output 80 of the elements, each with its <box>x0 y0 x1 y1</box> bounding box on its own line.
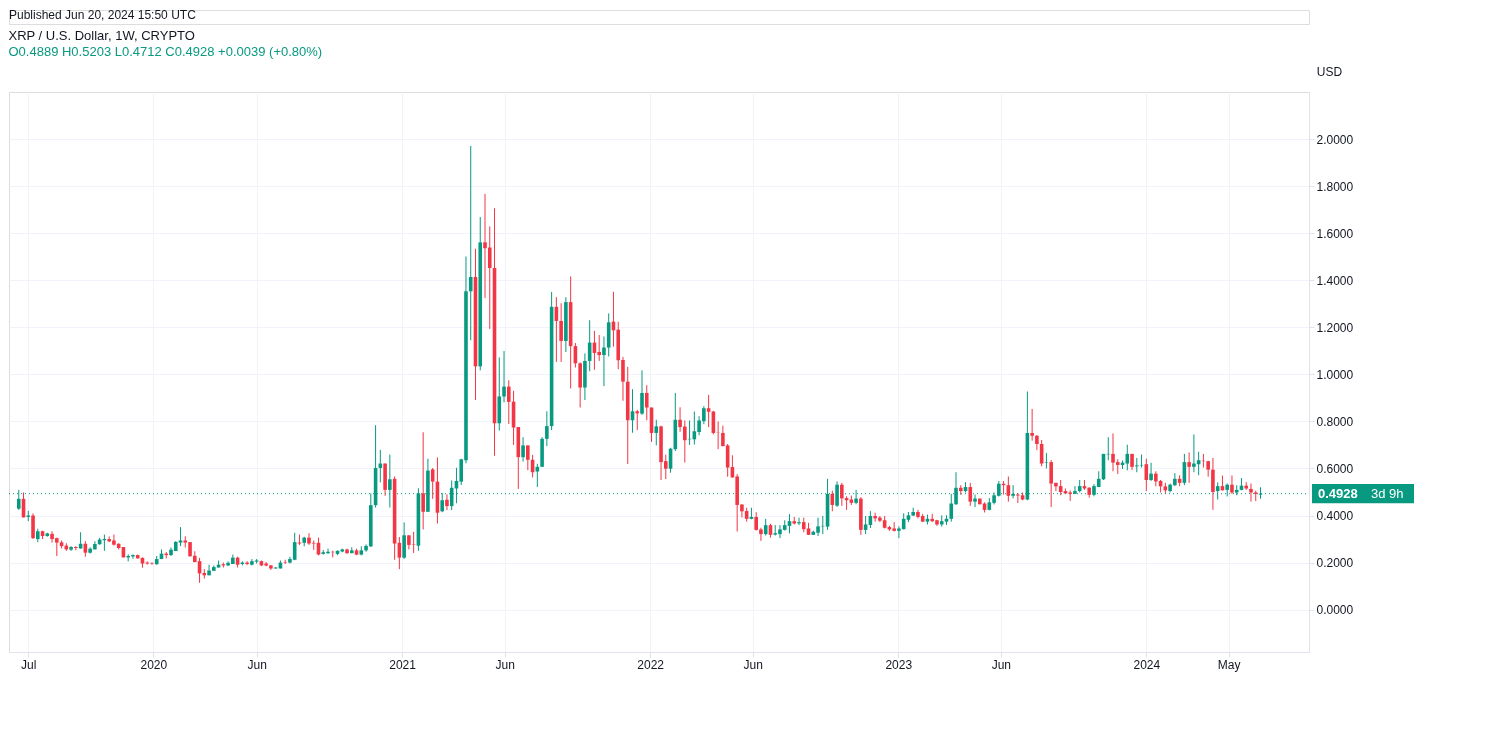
candlestick <box>297 534 302 546</box>
candlestick <box>31 512 35 540</box>
candlestick <box>1192 433 1196 473</box>
candlestick <box>973 494 977 508</box>
candlestick <box>502 350 506 403</box>
candlestick <box>1035 434 1039 451</box>
candlestick <box>526 444 530 471</box>
candlestick <box>1173 472 1177 487</box>
candlestick <box>145 560 150 566</box>
x-tick-label: Jun <box>991 657 1012 672</box>
candlestick <box>411 531 416 554</box>
candlestick <box>468 145 473 341</box>
candlestick <box>487 225 492 330</box>
candlestick <box>521 436 525 463</box>
candlestick <box>1135 457 1139 473</box>
candlestick <box>506 379 511 425</box>
candlestick <box>797 517 801 526</box>
candlestick <box>178 526 183 547</box>
candlestick <box>421 431 425 530</box>
y-tick-label: 2.0000 <box>1316 132 1354 147</box>
y-tick-label: 0.8000 <box>1316 414 1354 429</box>
text: 3d 9h <box>1371 485 1404 501</box>
y-axis-title: USD <box>1316 64 1343 79</box>
candlestick <box>1125 444 1130 471</box>
text: Published Jun 20, 2024 15:50 UTC <box>9 8 197 22</box>
candlestick <box>559 302 563 363</box>
candlestick <box>545 410 549 447</box>
x-tick-label: 2022 <box>637 657 665 672</box>
candlestick <box>644 384 649 421</box>
candlestick <box>311 539 316 551</box>
ref-line-label: 0.4928 <box>1318 485 1358 501</box>
y-tick-label: 0.6000 <box>1316 461 1354 476</box>
candlestick <box>207 564 211 576</box>
candlestick <box>949 493 954 523</box>
candlestick <box>873 512 877 523</box>
y-tick-label: 0.4000 <box>1316 509 1354 524</box>
candlestick <box>602 335 606 387</box>
x-tick-label: May <box>1217 657 1241 672</box>
candlestick <box>1016 492 1020 504</box>
candlestick <box>621 356 625 402</box>
candlestick <box>683 419 687 464</box>
candlestick <box>706 394 711 428</box>
x-tick-label: Jun <box>743 657 763 672</box>
x-tick-label: Jun <box>247 657 267 672</box>
chart-title: XRP / U.S. Dollar, 1W, CRYPTO <box>8 28 195 43</box>
y-tick-label: 1.4000 <box>1316 273 1354 288</box>
candlestick <box>863 515 868 535</box>
candlestick <box>88 546 92 555</box>
candlestick <box>1030 408 1034 442</box>
y-tick-label: 1.8000 <box>1316 179 1354 194</box>
x-tick-label: 2020 <box>140 657 168 672</box>
candlestick <box>635 409 640 431</box>
x-tick-label: 2024 <box>1133 657 1161 672</box>
candlestick <box>402 521 406 560</box>
candlestick <box>773 524 778 537</box>
candlestick <box>654 419 659 446</box>
candlestick <box>678 406 682 433</box>
candlestick <box>1230 475 1234 495</box>
candlestick <box>364 543 368 553</box>
candlestick <box>968 482 973 507</box>
y-tick-label: 1.6000 <box>1316 226 1354 241</box>
chart-subtitle: O0.4889 H0.5203 L0.4712 C0.4928 +0.0039 (+0.80%) <box>8 44 323 59</box>
candlestick <box>1149 462 1153 482</box>
y-tick-label: 0.0000 <box>1316 603 1354 618</box>
y-tick-label: 1.2000 <box>1316 320 1354 335</box>
candlestick <box>1249 483 1253 503</box>
candlestick <box>1211 457 1215 511</box>
candlestick <box>292 532 297 561</box>
x-tick-label: 2023 <box>885 657 913 672</box>
candlestick <box>483 193 487 299</box>
candlestick <box>1187 451 1191 484</box>
candlestick <box>640 369 644 416</box>
x-tick-label: 2021 <box>389 657 417 672</box>
candlestick <box>840 482 844 507</box>
candlestick <box>445 493 449 511</box>
y-tick-label: 0.2000 <box>1316 556 1354 571</box>
x-tick-label: Jun <box>495 657 515 672</box>
x-tick-label: Jul <box>21 657 37 672</box>
y-tick-label: 1.0000 <box>1316 367 1354 382</box>
candlestick <box>597 334 601 362</box>
